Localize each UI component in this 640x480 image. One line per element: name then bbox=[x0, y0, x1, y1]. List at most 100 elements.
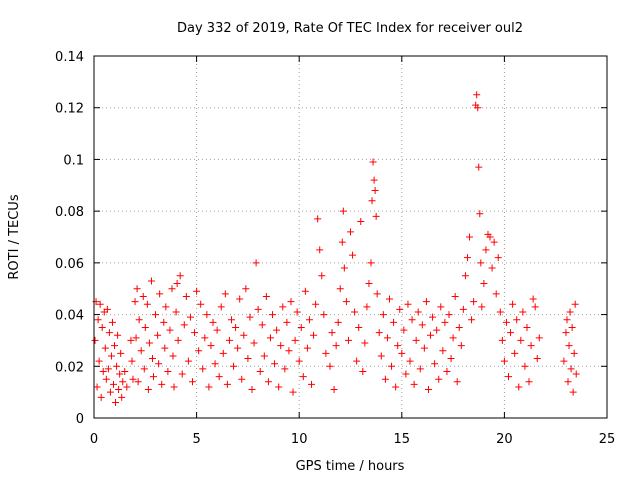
data-point bbox=[199, 365, 207, 373]
data-point bbox=[213, 326, 221, 334]
data-point bbox=[351, 308, 359, 316]
roti-series bbox=[91, 91, 580, 406]
data-point bbox=[215, 373, 223, 381]
data-point bbox=[368, 197, 376, 205]
data-point bbox=[164, 367, 172, 375]
data-point bbox=[289, 388, 297, 396]
data-point bbox=[180, 321, 188, 329]
data-point bbox=[129, 375, 137, 383]
data-point bbox=[308, 380, 316, 388]
data-point bbox=[97, 393, 105, 401]
data-point bbox=[277, 342, 285, 350]
data-point bbox=[498, 336, 506, 344]
data-point bbox=[369, 158, 377, 166]
data-point bbox=[482, 246, 490, 254]
data-point bbox=[385, 295, 393, 303]
data-point bbox=[203, 311, 211, 319]
data-point bbox=[445, 311, 453, 319]
data-point bbox=[258, 321, 266, 329]
data-point bbox=[297, 324, 305, 331]
data-point bbox=[507, 329, 515, 337]
data-point bbox=[312, 300, 320, 308]
data-point bbox=[195, 347, 203, 355]
data-point bbox=[443, 367, 451, 375]
x-tick-label: 25 bbox=[599, 432, 616, 447]
data-point bbox=[305, 316, 313, 324]
data-point bbox=[461, 272, 469, 280]
data-point bbox=[111, 342, 119, 350]
data-point bbox=[160, 318, 168, 326]
data-point bbox=[480, 280, 488, 288]
data-point bbox=[248, 386, 256, 394]
data-point bbox=[330, 386, 338, 394]
data-point bbox=[221, 290, 229, 298]
data-point bbox=[477, 259, 485, 267]
data-point bbox=[453, 378, 461, 386]
data-point bbox=[99, 367, 107, 375]
data-point bbox=[468, 316, 476, 324]
y-axis-label: ROTI / TECUs bbox=[7, 194, 22, 279]
data-point bbox=[176, 272, 184, 280]
data-point bbox=[572, 370, 580, 378]
data-point bbox=[437, 303, 445, 311]
data-point bbox=[211, 360, 219, 368]
data-point bbox=[571, 300, 579, 308]
data-point bbox=[109, 380, 117, 388]
data-point bbox=[205, 383, 213, 391]
data-point bbox=[173, 280, 181, 288]
data-point bbox=[174, 336, 182, 344]
data-point bbox=[400, 326, 408, 334]
data-point bbox=[390, 318, 398, 326]
data-point bbox=[128, 357, 136, 365]
data-point bbox=[227, 316, 235, 324]
data-point bbox=[375, 329, 383, 337]
data-point bbox=[398, 349, 406, 357]
x-tick-label: 0 bbox=[90, 432, 98, 447]
data-point bbox=[115, 386, 123, 394]
x-tick-label: 5 bbox=[192, 432, 200, 447]
x-tick-label: 10 bbox=[291, 432, 308, 447]
data-point bbox=[252, 259, 260, 267]
data-point bbox=[266, 334, 274, 342]
data-point bbox=[457, 342, 465, 350]
data-point bbox=[139, 292, 147, 300]
data-point bbox=[137, 347, 145, 355]
axis-ticks: 0 0.02 0.04 0.06 0.08 0.1 0.12 0.14 0 5 10 15 20 25 bbox=[55, 50, 615, 447]
data-point bbox=[326, 362, 334, 370]
data-point bbox=[357, 217, 365, 225]
data-point bbox=[114, 331, 122, 339]
y-tick-label: 0.06 bbox=[55, 257, 84, 272]
data-point bbox=[367, 259, 375, 267]
data-point bbox=[271, 360, 279, 368]
data-point bbox=[102, 375, 110, 383]
data-point bbox=[219, 349, 227, 357]
data-point bbox=[488, 264, 496, 272]
data-point bbox=[363, 303, 371, 311]
data-point bbox=[273, 326, 281, 334]
data-point bbox=[332, 342, 340, 350]
data-point bbox=[414, 308, 422, 316]
data-point bbox=[269, 311, 277, 319]
data-point bbox=[209, 318, 217, 326]
data-point bbox=[383, 334, 391, 342]
data-point bbox=[234, 344, 242, 352]
data-point bbox=[373, 290, 381, 298]
data-point bbox=[244, 355, 252, 363]
data-point bbox=[490, 238, 498, 246]
data-point bbox=[505, 373, 513, 381]
data-point bbox=[451, 292, 459, 300]
data-point bbox=[422, 298, 430, 306]
data-point bbox=[355, 324, 363, 331]
data-point bbox=[344, 336, 352, 344]
data-point bbox=[148, 355, 156, 363]
data-point bbox=[96, 300, 104, 308]
data-point bbox=[170, 383, 178, 391]
data-point bbox=[207, 342, 215, 350]
data-point bbox=[529, 295, 537, 303]
data-point bbox=[184, 357, 192, 365]
data-point bbox=[535, 334, 543, 342]
data-point bbox=[256, 367, 264, 375]
data-point bbox=[134, 378, 142, 386]
data-point bbox=[193, 287, 201, 295]
data-point bbox=[435, 375, 443, 383]
